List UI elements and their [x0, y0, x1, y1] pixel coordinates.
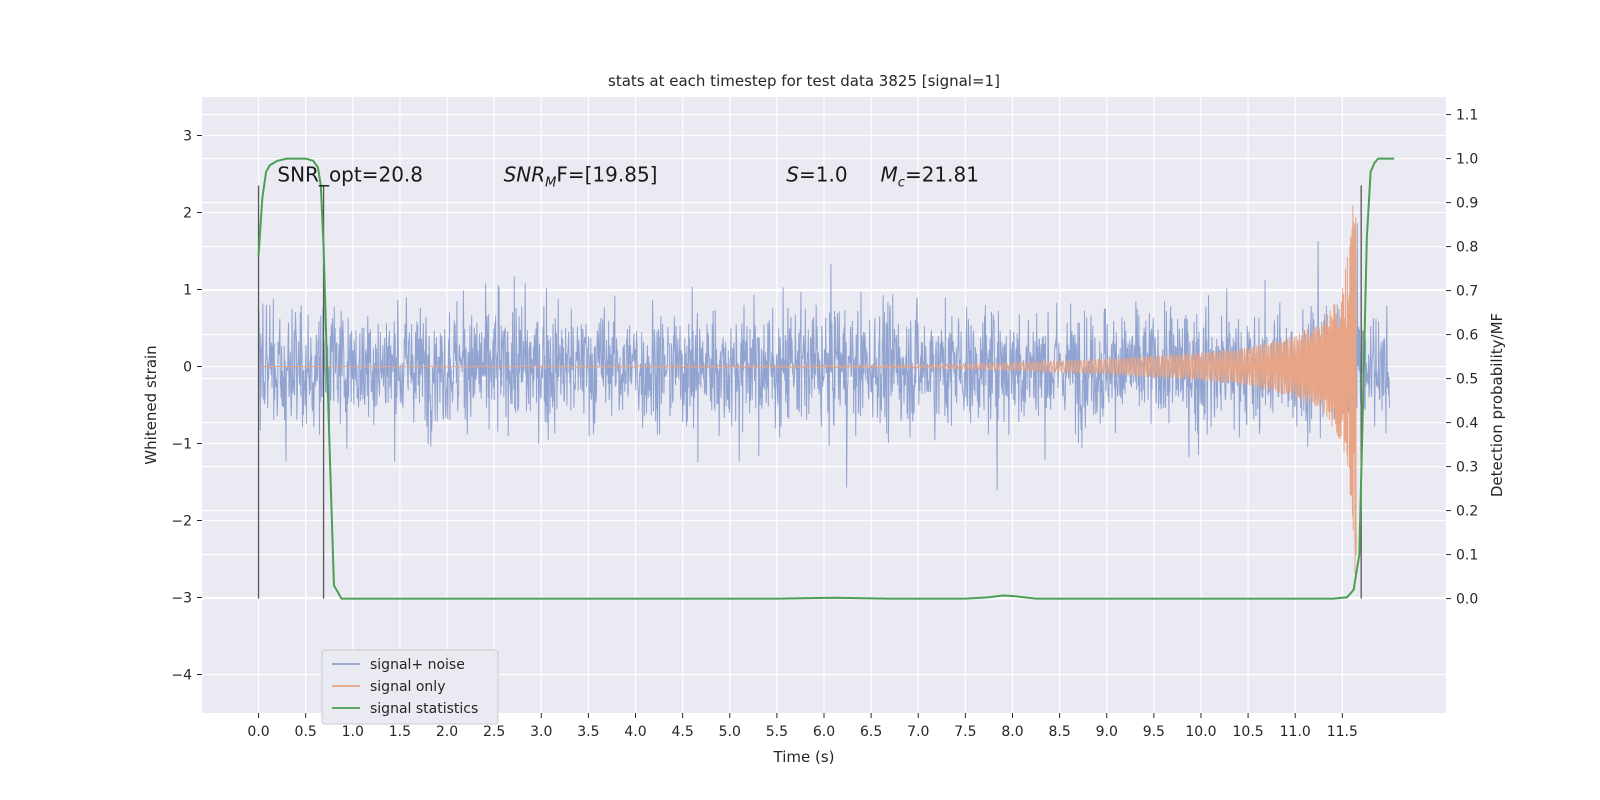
legend-box	[321, 649, 499, 725]
x-tick-label-18: 9.0	[1096, 724, 1118, 740]
x-tick-label-13: 6.5	[860, 724, 882, 740]
signal-statistics-line	[257, 157, 1395, 600]
y-tick-label-5: 1	[183, 283, 192, 299]
y2-tick-label-5: 0.5	[1456, 372, 1478, 388]
annotations: SNR_opt=20.8 SNRMF=[19.85] S=1.0 Mc=21.81	[277, 163, 979, 191]
y2-tick-label-1: 0.1	[1456, 548, 1478, 564]
series-signal-statistics	[257, 157, 1395, 600]
x-tick-label-19: 9.5	[1143, 724, 1165, 740]
x-tick-label-20: 10.0	[1185, 724, 1216, 740]
x-tick-label-16: 8.0	[1001, 724, 1023, 740]
annotation-snr-opt: SNR_opt=20.8	[277, 163, 423, 187]
x-tick-label-0: 0.0	[247, 724, 269, 740]
x-tick-label-5: 2.5	[483, 724, 505, 740]
x-tick-label-6: 3.0	[530, 724, 552, 740]
y-tick-label-1: −3	[171, 591, 192, 607]
x-tick-label-14: 7.0	[907, 724, 929, 740]
x-tick-label-10: 5.0	[719, 724, 741, 740]
legend-label-signal-only: signal only	[370, 679, 445, 695]
x-tick-label-15: 7.5	[954, 724, 976, 740]
x-axis-ticks: 0.0 0.5 1.0 1.5 2.0 2.5 3.0 3.5 4.0 4.5 5.0 5.5 6.0 6…	[247, 713, 1358, 740]
y-tick-label-2: −2	[171, 514, 192, 530]
chart-title: stats at each timestep for test data 382…	[608, 72, 1000, 90]
y2-tick-label-10: 1.0	[1456, 152, 1478, 168]
y2-tick-label-7: 0.7	[1456, 284, 1478, 300]
x-tick-label-4: 2.0	[436, 724, 458, 740]
annotation-s-val: S=1.0	[786, 163, 847, 187]
legend-label-signal-statistics: signal statistics	[370, 701, 478, 717]
y2-axis-ticks: 0.0 0.1 0.2 0.3 0.4 0.5 0.6 0.7 0.8 0.9 1.0 1.1	[1446, 108, 1478, 608]
y-tick-label-4: 0	[183, 360, 192, 376]
annotation-mc-val: Mc=21.81	[881, 163, 979, 191]
x-tick-label-9: 4.5	[672, 724, 694, 740]
y2-tick-label-0: 0.0	[1456, 592, 1478, 608]
x-tick-label-7: 3.5	[577, 724, 599, 740]
legend: signal+ noise signal only signal statist…	[321, 649, 499, 725]
y2-tick-label-4: 0.4	[1456, 416, 1478, 432]
y2-tick-label-8: 0.8	[1456, 240, 1478, 256]
y-tick-label-3: −1	[171, 437, 192, 453]
x-axis-label: Time (s)	[773, 748, 835, 766]
annotation-snr-mf: SNRMF=[19.85]	[504, 163, 658, 191]
y2-axis-label: Detection probability/MF	[1488, 313, 1506, 497]
y-axis-label: Whitened strain	[142, 345, 160, 464]
x-tick-label-22: 11.0	[1280, 724, 1311, 740]
y2-tick-label-3: 0.3	[1456, 460, 1478, 476]
series-signal-only	[258, 205, 1357, 574]
x-tick-label-1: 0.5	[295, 724, 317, 740]
signal-only-line	[258, 205, 1357, 574]
y-tick-label-0: −4	[171, 668, 192, 684]
y-axis-ticks: −4 −3 −2 −1 0 1 2 3	[171, 129, 202, 684]
x-tick-label-23: 11.5	[1327, 724, 1358, 740]
y2-tick-label-9: 0.9	[1456, 196, 1478, 212]
y2-tick-label-2: 0.2	[1456, 504, 1478, 520]
x-tick-label-11: 5.5	[766, 724, 788, 740]
x-tick-label-21: 10.5	[1233, 724, 1264, 740]
x-tick-label-12: 6.0	[813, 724, 835, 740]
y2-tick-label-6: 0.6	[1456, 328, 1478, 344]
x-tick-label-2: 1.0	[342, 724, 364, 740]
x-tick-label-17: 8.5	[1048, 724, 1070, 740]
legend-label-signal-noise: signal+ noise	[370, 657, 465, 673]
y-tick-label-6: 2	[183, 206, 192, 222]
y-tick-label-7: 3	[183, 129, 192, 145]
x-tick-label-3: 1.5	[389, 724, 411, 740]
x-tick-label-8: 4.0	[624, 724, 646, 740]
y2-tick-label-11: 1.1	[1456, 108, 1478, 124]
